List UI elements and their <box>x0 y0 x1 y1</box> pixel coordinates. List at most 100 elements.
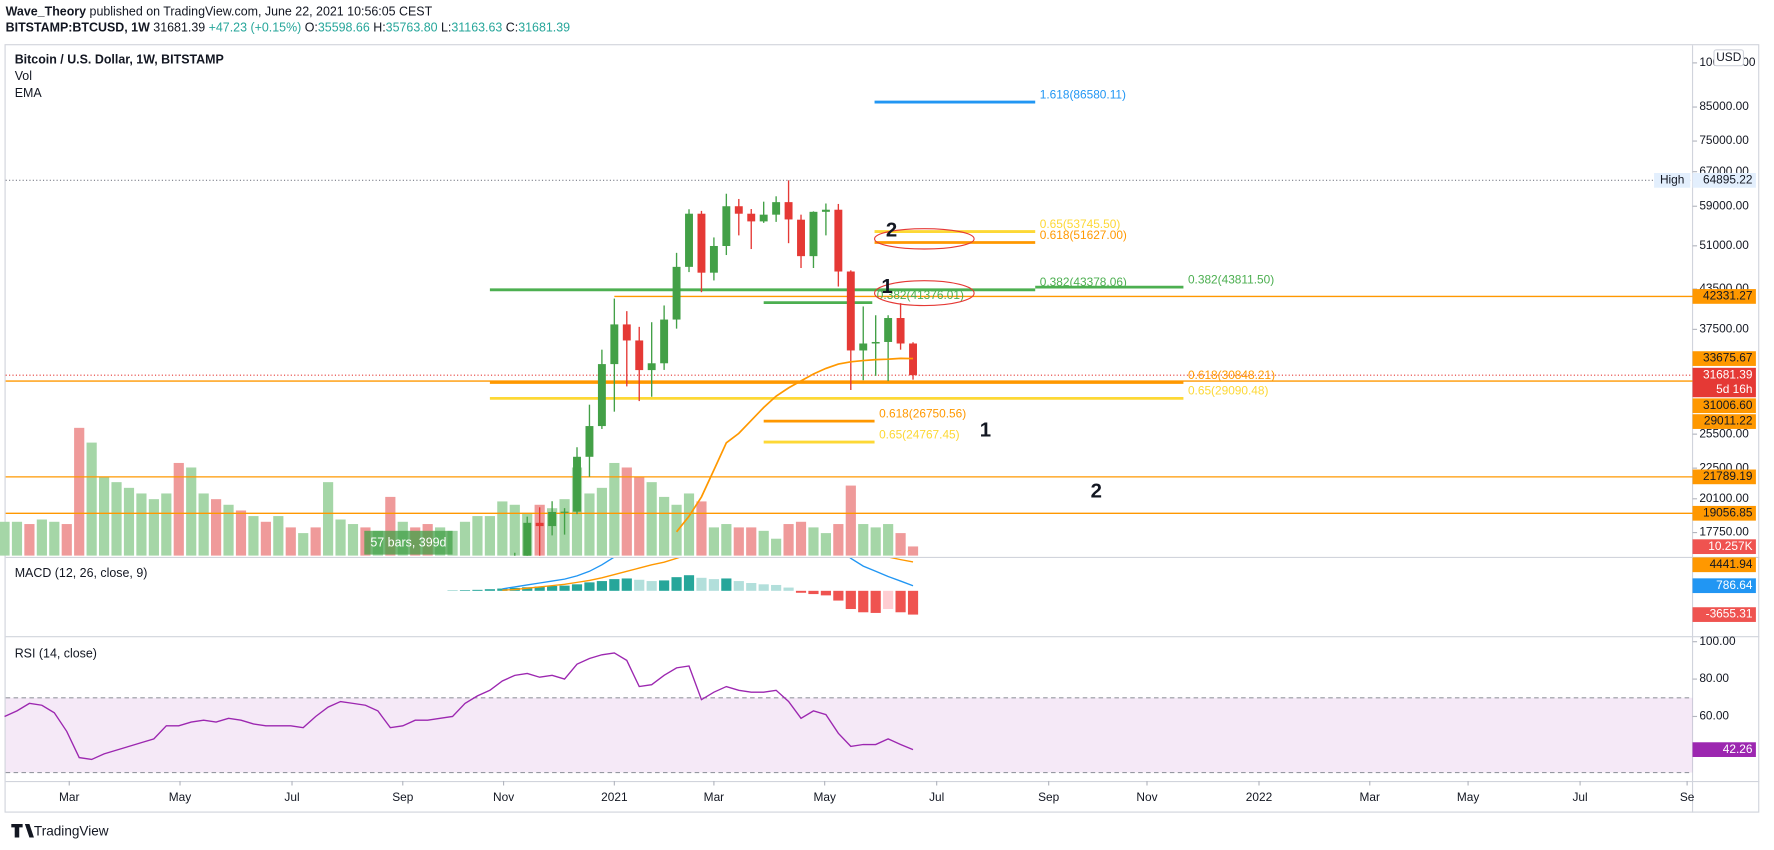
macd-histogram <box>459 590 471 591</box>
volume-bar <box>634 476 645 556</box>
volume-bar <box>497 501 508 556</box>
candle-body <box>884 318 893 342</box>
macd-tag-bg <box>1692 578 1756 594</box>
volume-bar <box>671 504 682 556</box>
macd-histogram <box>621 578 632 591</box>
macd-histogram <box>472 589 483 591</box>
volume-bar <box>285 527 296 556</box>
candle-body <box>660 319 669 364</box>
volume-bar <box>223 504 234 556</box>
header-line-2: BITSTAMP:BTCUSD, 1W 31681.39 +47.23 (+0.… <box>6 21 571 35</box>
volume-bar <box>584 493 595 556</box>
volume-bar <box>472 516 483 556</box>
macd-histogram <box>609 579 620 591</box>
chart-title: Bitcoin / U.S. Dollar, 1W, BITSTAMP <box>15 52 224 66</box>
candle-body <box>585 426 594 457</box>
volume-bar <box>198 493 209 556</box>
candle-body <box>523 522 532 556</box>
wave-label: 2 <box>886 219 897 241</box>
volume-bar <box>260 521 271 556</box>
high-tag: 64895.22 <box>1703 173 1753 187</box>
candle-body <box>846 271 855 351</box>
x-tick-label: Jul <box>1572 790 1587 804</box>
change: +47.23 (+0.15%) <box>209 21 302 35</box>
volume-bar <box>136 493 147 556</box>
macd-histogram <box>584 582 595 591</box>
x-tick-label: Jul <box>929 790 944 804</box>
macd-histogram <box>571 584 583 591</box>
volume-bar <box>86 442 97 556</box>
macd-histogram <box>484 589 495 591</box>
macd-histogram <box>783 587 794 591</box>
brand[interactable]: TradingView <box>34 823 109 838</box>
fib-label: 0.382(43378.06) <box>1040 275 1127 289</box>
rsi-line <box>4 652 914 761</box>
macd-pane <box>447 557 919 615</box>
macd-histogram <box>671 577 682 591</box>
ohlc-o: 35598.66 <box>318 21 370 35</box>
fib-label: 0.618(26750.56) <box>879 406 966 420</box>
author[interactable]: Wave_Theory <box>6 5 86 19</box>
volume-bar <box>895 533 906 556</box>
volume-bar <box>484 516 495 556</box>
y-tick-label: 20100.00 <box>1699 491 1749 505</box>
rsi-title: RSI (14, close) <box>15 646 97 660</box>
ema-line <box>675 357 914 533</box>
candle-body <box>697 213 706 273</box>
signal-line <box>502 557 914 591</box>
ohlc-c: 31681.39 <box>518 21 570 35</box>
volume-bar <box>298 533 309 556</box>
currency-box[interactable] <box>1713 49 1745 67</box>
macd-histogram <box>659 580 670 591</box>
signal-tag-bg <box>1692 557 1756 573</box>
currency[interactable]: USD <box>1716 50 1741 64</box>
y-tick-label: 17750.00 <box>1699 525 1749 539</box>
volume-bar <box>758 530 769 556</box>
volume-bar <box>795 521 807 556</box>
volume-bar <box>808 527 819 556</box>
candle-body <box>672 266 681 320</box>
y-tick-label: 75000.00 <box>1699 133 1749 147</box>
header-line-1: Wave_Theory published on TradingView.com… <box>6 5 433 19</box>
volume-bar <box>883 524 894 556</box>
macd-title: MACD (12, 26, close, 9) <box>15 566 148 580</box>
candle-body <box>573 456 581 512</box>
ohlc-l: 31163.63 <box>451 21 502 35</box>
macd-histogram <box>907 590 919 615</box>
volume-bar <box>783 524 794 556</box>
macd-tag: 786.64 <box>1716 578 1753 592</box>
volume-bar <box>61 524 72 556</box>
candle-body <box>722 206 731 246</box>
macd-histogram <box>596 581 607 591</box>
volume-bar <box>99 476 110 556</box>
hist-tag: -3655.31 <box>1706 607 1753 621</box>
rsi-tick-label: 100.00 <box>1699 634 1736 648</box>
y-tick-label: 85000.00 <box>1699 99 1749 113</box>
volume-bar <box>833 524 844 556</box>
price-tag-bg <box>1692 367 1756 398</box>
x-tick-label: Nov <box>1136 790 1157 804</box>
last-price: 31681.39 <box>153 21 205 35</box>
volume-bar <box>273 516 284 556</box>
macd-histogram <box>833 590 844 601</box>
volume-bar <box>323 482 334 556</box>
candle-body <box>772 202 781 215</box>
volume-bar <box>907 546 919 556</box>
candle-body <box>734 206 743 214</box>
macd-line <box>502 557 914 590</box>
candle-body <box>871 341 880 344</box>
candle-body <box>747 213 756 222</box>
macd-histogram <box>696 577 707 591</box>
volume-bar <box>335 519 346 556</box>
fib-label: 0.65(53745.50) <box>1040 217 1121 231</box>
macd-histogram <box>771 584 782 591</box>
published: published on TradingView.com, June 22, 2… <box>90 5 433 19</box>
symbol: BITSTAMP:BTCUSD, 1W <box>6 21 150 35</box>
macd-histogram <box>559 585 570 591</box>
volume-bar <box>186 467 197 556</box>
volume-bar <box>235 510 247 556</box>
macd-histogram <box>858 590 869 613</box>
volume-bar <box>609 462 620 556</box>
fib-label: 0.618(30848.21) <box>1188 368 1275 382</box>
